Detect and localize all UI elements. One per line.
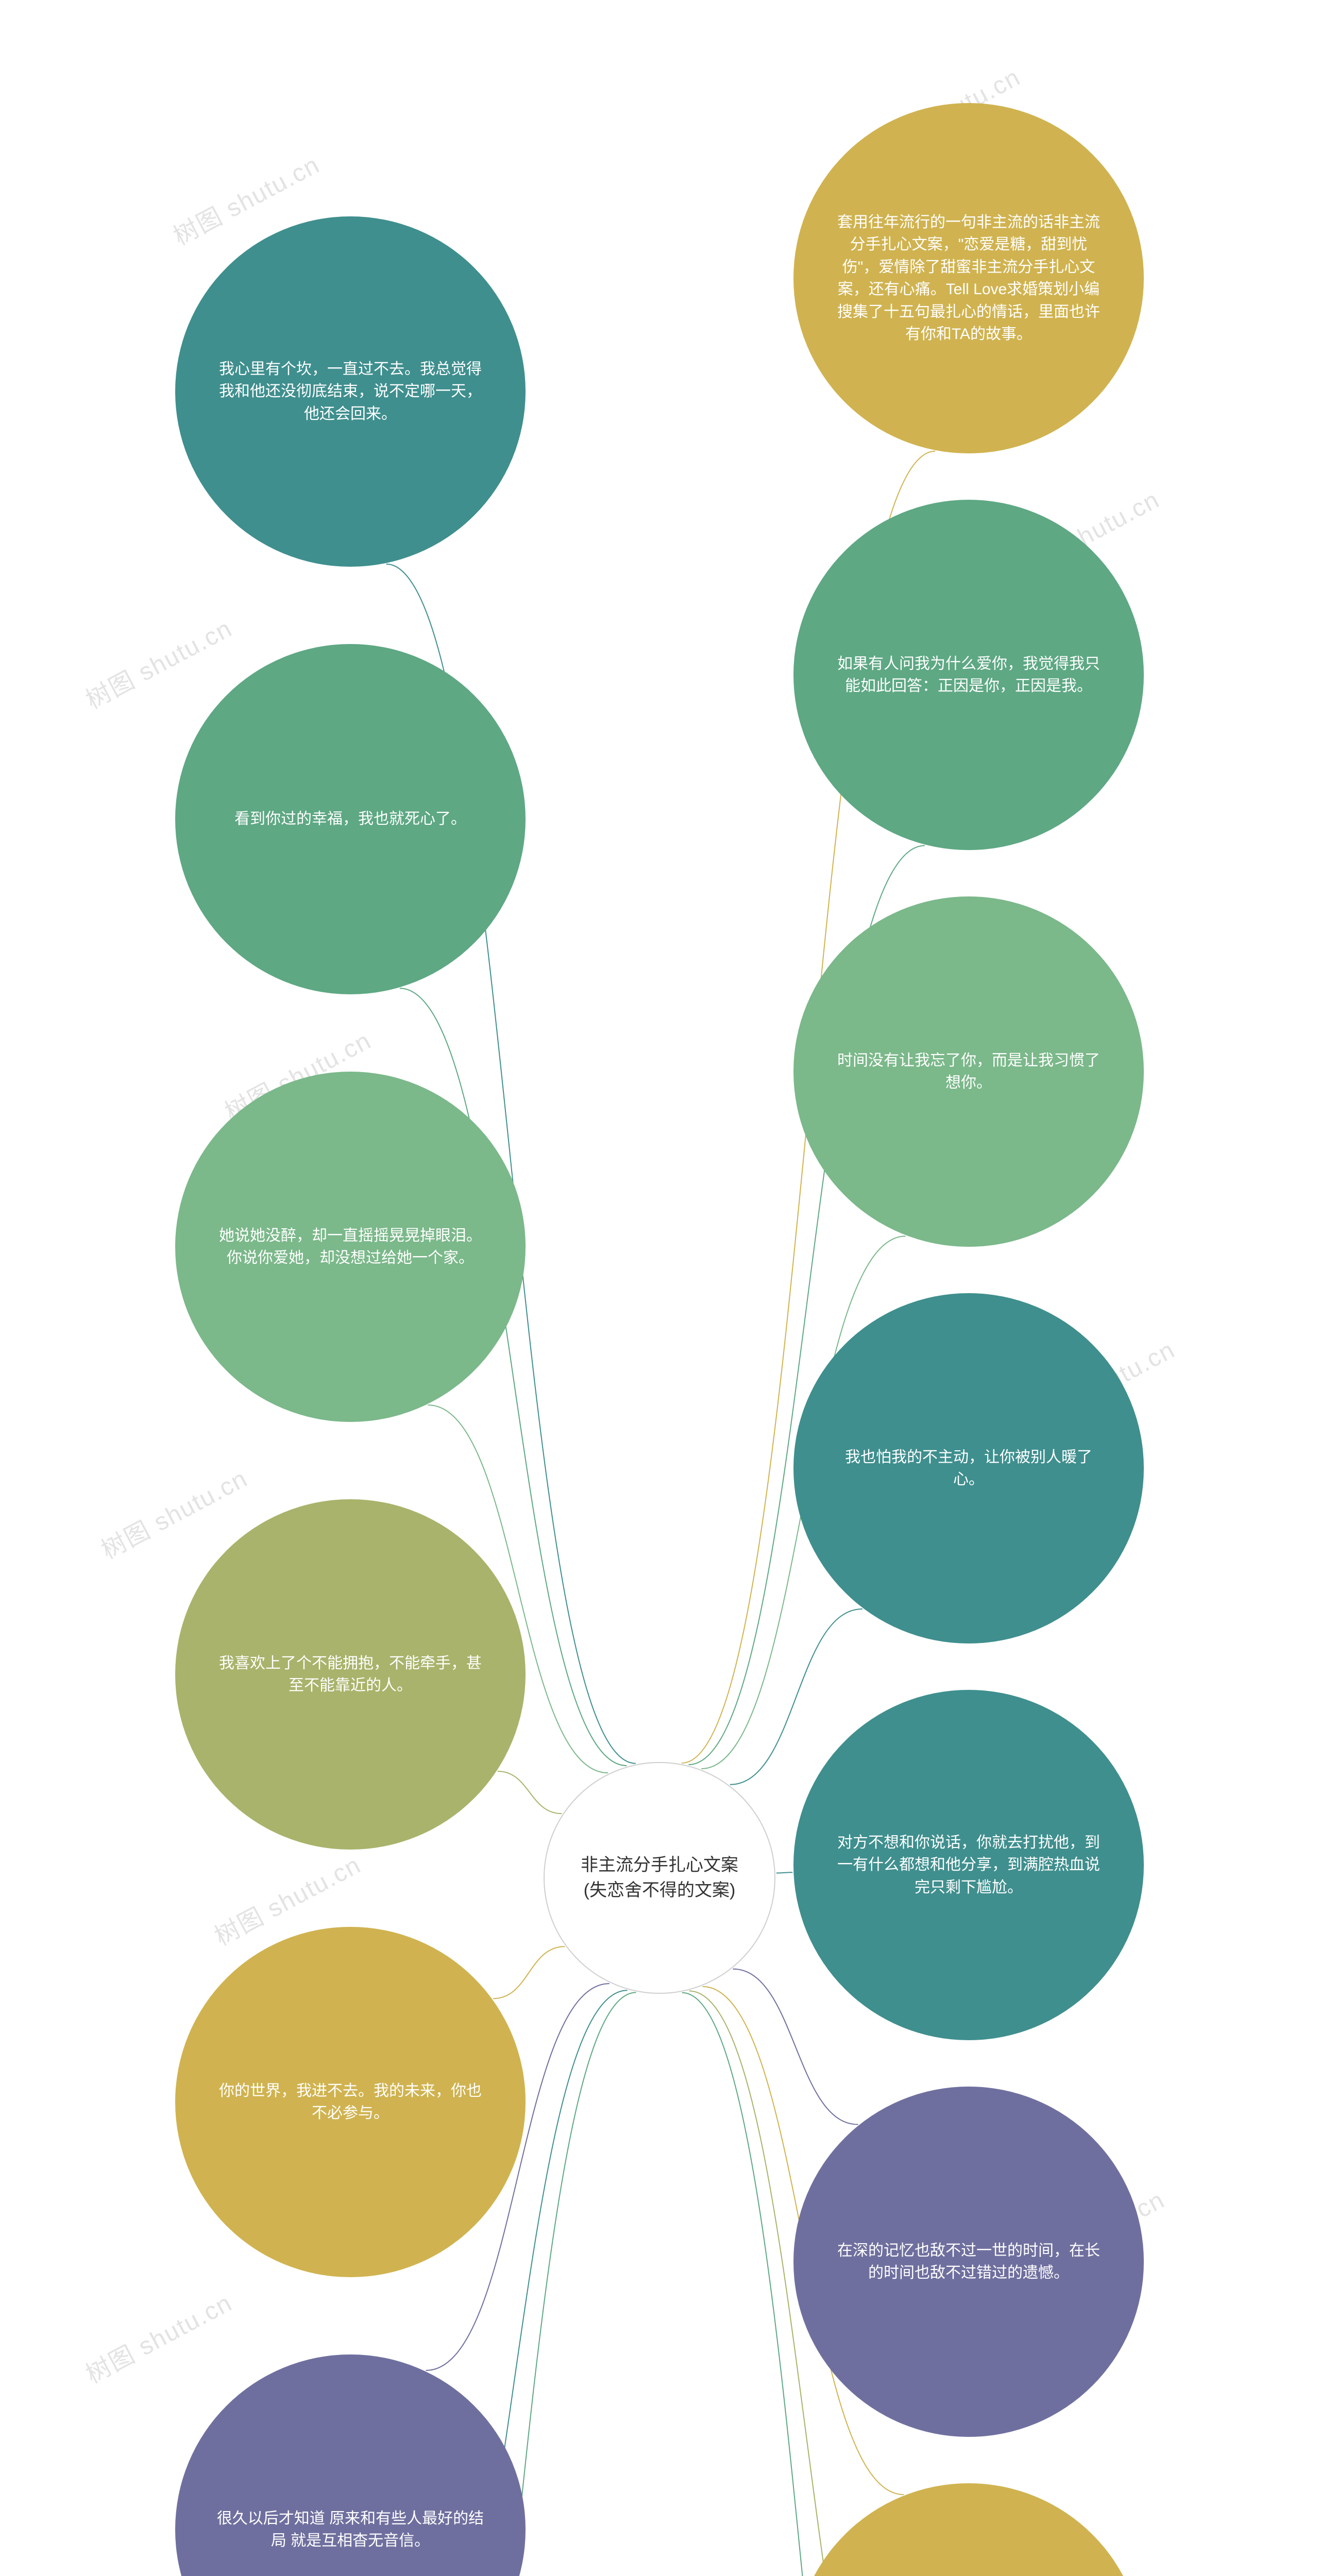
watermark: 树图 shutu.cn	[78, 608, 238, 716]
right-node: 如果有人问我为什么爱你，我觉得我只能如此回答：正因是你，正因是我。	[793, 500, 1144, 850]
node-label: 非主流分手扎心文案(失恋舍不得的文案)	[570, 1853, 749, 1904]
right-node: 故事可以重来时光却已不再，感情需要一点点的空白来整理遗憾。	[793, 2483, 1144, 2576]
right-node: 我也怕我的不主动，让你被别人暖了心。	[793, 1293, 1144, 1643]
right-node: 套用往年流行的一句非主流的话非主流分手扎心文案，"恋爱是糖，甜到忧伤"，爱情除了…	[793, 103, 1144, 453]
edge	[493, 1946, 565, 1998]
watermark: 树图 shutu.cn	[78, 2283, 238, 2391]
edge	[733, 1969, 858, 2125]
node-label: 时间没有让我忘了你，而是让我习惯了想你。	[832, 1049, 1105, 1094]
right-node: 时间没有让我忘了你，而是让我习惯了想你。	[793, 896, 1144, 1247]
node-label: 很久以后才知道 原来和有些人最好的结局 就是互相杳无音信。	[214, 2507, 487, 2552]
right-node: 对方不想和你说话，你就去打扰他，到一有什么都想和他分享，到满腔热血说完只剩下尴尬…	[793, 1690, 1144, 2040]
node-label: 我也怕我的不主动，让你被别人暖了心。	[832, 1446, 1105, 1491]
left-node: 她说她没醉，却一直摇摇晃晃掉眼泪。你说你爱她，却没想过给她一个家。	[175, 1072, 526, 1422]
node-label: 在深的记忆也敌不过一世的时间，在长的时间也敌不过错过的遗憾。	[832, 2240, 1105, 2284]
right-node: 在深的记忆也敌不过一世的时间，在长的时间也敌不过错过的遗憾。	[793, 2087, 1144, 2437]
left-node: 我心里有个坎，一直过不去。我总觉得我和他还没彻底结束，说不定哪一天，他还会回来。	[175, 216, 526, 567]
mindmap-canvas: 树图 shutu.cn树图 shutu.cn树图 shutu.cn树图 shut…	[0, 0, 1319, 2576]
node-label: 我喜欢上了个不能拥抱，不能牵手，甚至不能靠近的人。	[214, 1652, 487, 1697]
node-label: 她说她没醉，却一直摇摇晃晃掉眼泪。你说你爱她，却没想过给她一个家。	[214, 1225, 487, 1269]
edge	[776, 1872, 792, 1873]
node-label: 如果有人问我为什么爱你，我觉得我只能如此回答：正因是你，正因是我。	[832, 653, 1105, 698]
edge	[498, 1771, 562, 1814]
node-label: 对方不想和你说话，你就去打扰他，到一有什么都想和他分享，到满腔热血说完只剩下尴尬…	[832, 1832, 1105, 1899]
left-node: 我喜欢上了个不能拥抱，不能牵手，甚至不能靠近的人。	[175, 1499, 526, 1850]
node-label: 看到你过的幸福，我也就死心了。	[214, 808, 487, 831]
node-label: 我心里有个坎，一直过不去。我总觉得我和他还没彻底结束，说不定哪一天，他还会回来。	[214, 358, 487, 426]
center-node: 非主流分手扎心文案(失恋舍不得的文案)	[544, 1762, 775, 1994]
left-node: 你的世界，我进不去。我的未来，你也不必参与。	[175, 1927, 526, 2277]
left-node: 看到你过的幸福，我也就死心了。	[175, 644, 526, 994]
node-label: 套用往年流行的一句非主流的话非主流分手扎心文案，"恋爱是糖，甜到忧伤"，爱情除了…	[832, 211, 1105, 346]
node-label: 你的世界，我进不去。我的未来，你也不必参与。	[214, 2080, 487, 2125]
left-node: 很久以后才知道 原来和有些人最好的结局 就是互相杳无音信。	[175, 2354, 526, 2576]
